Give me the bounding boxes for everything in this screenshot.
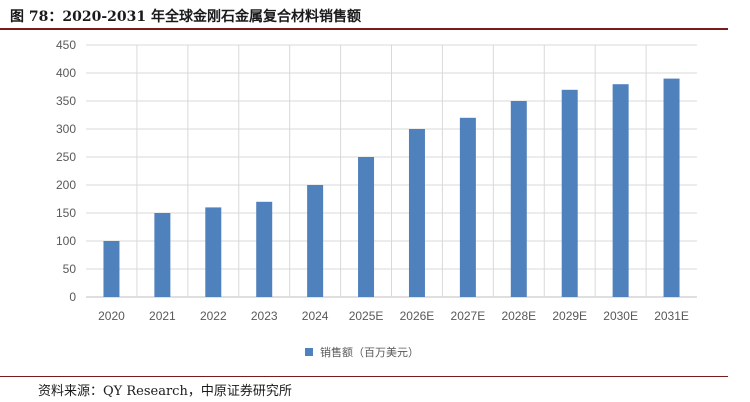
x-tick-label: 2026E: [400, 309, 435, 323]
x-tick-label: 2020: [98, 309, 125, 323]
bar: [307, 185, 324, 297]
bar: [358, 157, 375, 297]
y-tick-label: 0: [69, 290, 76, 304]
bar: [510, 101, 527, 297]
source-note: 资料来源：QY Research，中原证券研究所: [38, 384, 292, 399]
grid-lines: [86, 44, 697, 298]
y-tick-label: 150: [56, 206, 76, 220]
y-tick-label: 100: [56, 234, 76, 248]
figure-title: 图 78：2020-2031 年全球金刚石金属复合材料销售额: [10, 9, 361, 25]
x-tick-label: 2021: [149, 309, 176, 323]
legend-label: 销售额（百万美元）: [320, 345, 419, 359]
y-tick-label: 350: [56, 94, 76, 108]
x-tick-label: 2027E: [451, 309, 486, 323]
legend-swatch: [305, 348, 313, 356]
y-tick-label: 250: [56, 150, 76, 164]
x-tick-label: 2023: [251, 309, 278, 323]
bar: [103, 241, 120, 297]
source-rule: [0, 376, 728, 377]
x-tick-label: 2030E: [603, 309, 638, 323]
bar: [663, 78, 680, 297]
bar-chart: 0 50 100 150 200 250 300 350 400 450 2020 2021 2022…: [56, 38, 697, 359]
bar: [459, 117, 476, 297]
bar: [408, 129, 425, 297]
y-tick-label: 400: [56, 66, 76, 80]
x-tick-label: 2029E: [552, 309, 587, 323]
bar: [612, 84, 629, 297]
bar: [154, 213, 171, 297]
y-tick-label: 50: [63, 262, 77, 276]
y-tick-label: 300: [56, 122, 76, 136]
bar: [205, 207, 222, 297]
y-axis-tick-labels: 0 50 100 150 200 250 300 350 400 450: [56, 38, 76, 304]
y-tick-label: 450: [56, 38, 76, 52]
x-tick-label: 2031E: [654, 309, 689, 323]
bars: [103, 78, 680, 297]
x-tick-label: 2024: [302, 309, 329, 323]
x-tick-label: 2022: [200, 309, 227, 323]
x-tick-label: 2025E: [349, 309, 384, 323]
y-tick-label: 200: [56, 178, 76, 192]
title-rule: [0, 28, 728, 30]
x-tick-label: 2028E: [501, 309, 536, 323]
bar: [561, 89, 578, 297]
bar: [256, 201, 273, 297]
legend: 销售额（百万美元）: [305, 345, 419, 359]
x-axis-tick-labels: 2020 2021 2022 2023 2024 2025E 2026E 2027E 2028E…: [98, 309, 689, 323]
